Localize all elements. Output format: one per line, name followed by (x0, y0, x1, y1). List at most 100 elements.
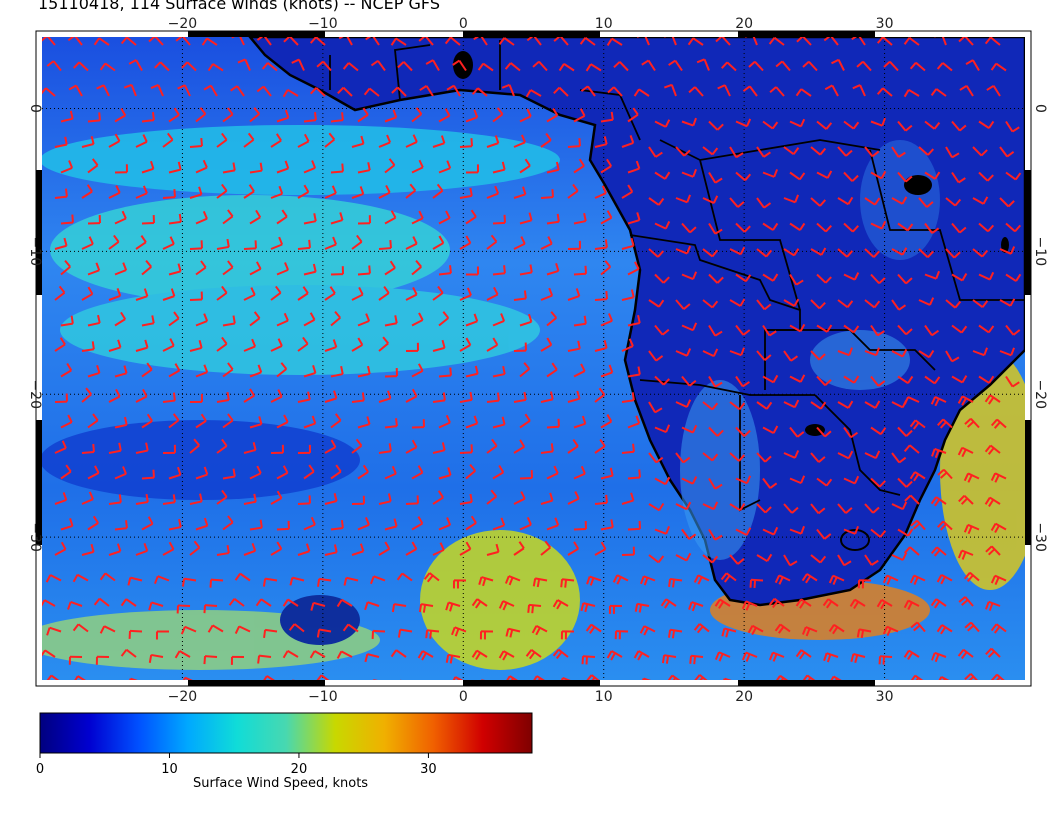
wind-barb (580, 85, 596, 97)
wind-barb (810, 401, 827, 410)
lakes (453, 51, 1009, 551)
wind-barb (222, 413, 234, 429)
wind-barb (567, 240, 581, 250)
wind-barb (234, 625, 251, 635)
wind-barb (708, 222, 723, 235)
wind-barb (660, 598, 677, 609)
wind-barb (816, 528, 832, 540)
wind-barb (364, 601, 380, 611)
wind-barb (641, 59, 656, 72)
wind-barb (303, 160, 317, 174)
wind-barb (882, 574, 899, 585)
wind-barb (243, 542, 257, 556)
wind-barb (990, 673, 1005, 680)
wind-barb (897, 273, 913, 285)
wind-barb (459, 391, 473, 403)
wind-barb (351, 495, 365, 505)
wind-barb (99, 62, 116, 72)
wind-barb (498, 37, 515, 46)
wind-barb (762, 222, 779, 231)
lon-tick-label-bottom: 20 (735, 689, 753, 705)
wind-barb (135, 134, 148, 148)
wind-barb (876, 37, 893, 46)
wind-barb (378, 443, 392, 454)
wind-barb (459, 337, 472, 352)
wind-barb (984, 37, 1001, 46)
wind-barb (216, 489, 228, 505)
wind-barb (411, 312, 424, 327)
wind-barb (999, 347, 1016, 357)
wind-barb (438, 367, 452, 378)
wind-barb (465, 109, 479, 123)
lon-tick-label-top: 30 (876, 16, 894, 32)
wind-barb (828, 574, 845, 585)
wind-barb (930, 496, 947, 507)
wind-barb (654, 375, 670, 386)
wind-barb (114, 520, 128, 531)
wind-barb (864, 450, 881, 460)
wind-barb (87, 364, 101, 378)
wind-barb (546, 362, 558, 378)
wind-barb (708, 273, 724, 284)
wind-barb (735, 222, 751, 233)
wind-barb (864, 146, 880, 158)
wind-barb (438, 265, 452, 276)
wind-barb (990, 574, 1007, 586)
wind-barb (405, 541, 418, 556)
wind-barb (351, 337, 364, 352)
wind-barb (897, 324, 913, 336)
wind-barb (222, 515, 234, 531)
wind-barb (972, 146, 988, 157)
wind-barb (289, 576, 305, 586)
wind-barb (708, 426, 724, 437)
wind-barb (934, 37, 947, 46)
wind-barb (903, 599, 920, 610)
wind-barb (918, 349, 935, 359)
wind-barb (681, 528, 697, 540)
wind-barb (114, 210, 127, 225)
wind-barb (270, 185, 284, 199)
wind-barb (552, 599, 569, 610)
wind-barb (181, 61, 197, 72)
wind-barb (708, 528, 723, 541)
wind-barb (627, 261, 640, 276)
wind-barb (249, 107, 261, 123)
wind-barb (195, 159, 208, 174)
wind-barb (964, 621, 980, 633)
wind-barb (957, 549, 974, 560)
wind-barb (654, 424, 671, 434)
wind-barb (168, 311, 180, 327)
wind-barb (324, 492, 338, 505)
wind-barb (135, 442, 149, 454)
wind-barb (648, 502, 665, 512)
wind-barb (668, 577, 683, 588)
wind-barb (963, 523, 980, 535)
wind-barb (581, 655, 596, 665)
wind-barb (681, 222, 697, 234)
wind-barb (675, 146, 691, 157)
wind-barb (123, 83, 137, 97)
wind-barb (903, 396, 920, 405)
wind-barb (108, 234, 120, 250)
wind-barb (756, 248, 773, 258)
wind-barb (540, 492, 554, 505)
wind-barb (357, 313, 371, 327)
wind-barb (486, 185, 500, 199)
wind-barb (816, 222, 833, 233)
wind-barb (594, 387, 606, 403)
wind-barb (585, 623, 602, 634)
wind-barb (411, 107, 423, 123)
wind-barb (405, 495, 419, 505)
wind-barb (837, 400, 854, 409)
wind-barb (850, 653, 866, 663)
wind-barb (504, 62, 521, 72)
wind-barb (432, 490, 444, 505)
wind-barb (129, 677, 138, 680)
wind-barb (768, 651, 785, 662)
wind-barb (999, 298, 1016, 307)
wind-barb (418, 37, 434, 46)
wind-barb (945, 299, 962, 309)
wind-barb (513, 236, 526, 250)
wind-barb (654, 526, 671, 535)
wind-barb (203, 655, 218, 665)
